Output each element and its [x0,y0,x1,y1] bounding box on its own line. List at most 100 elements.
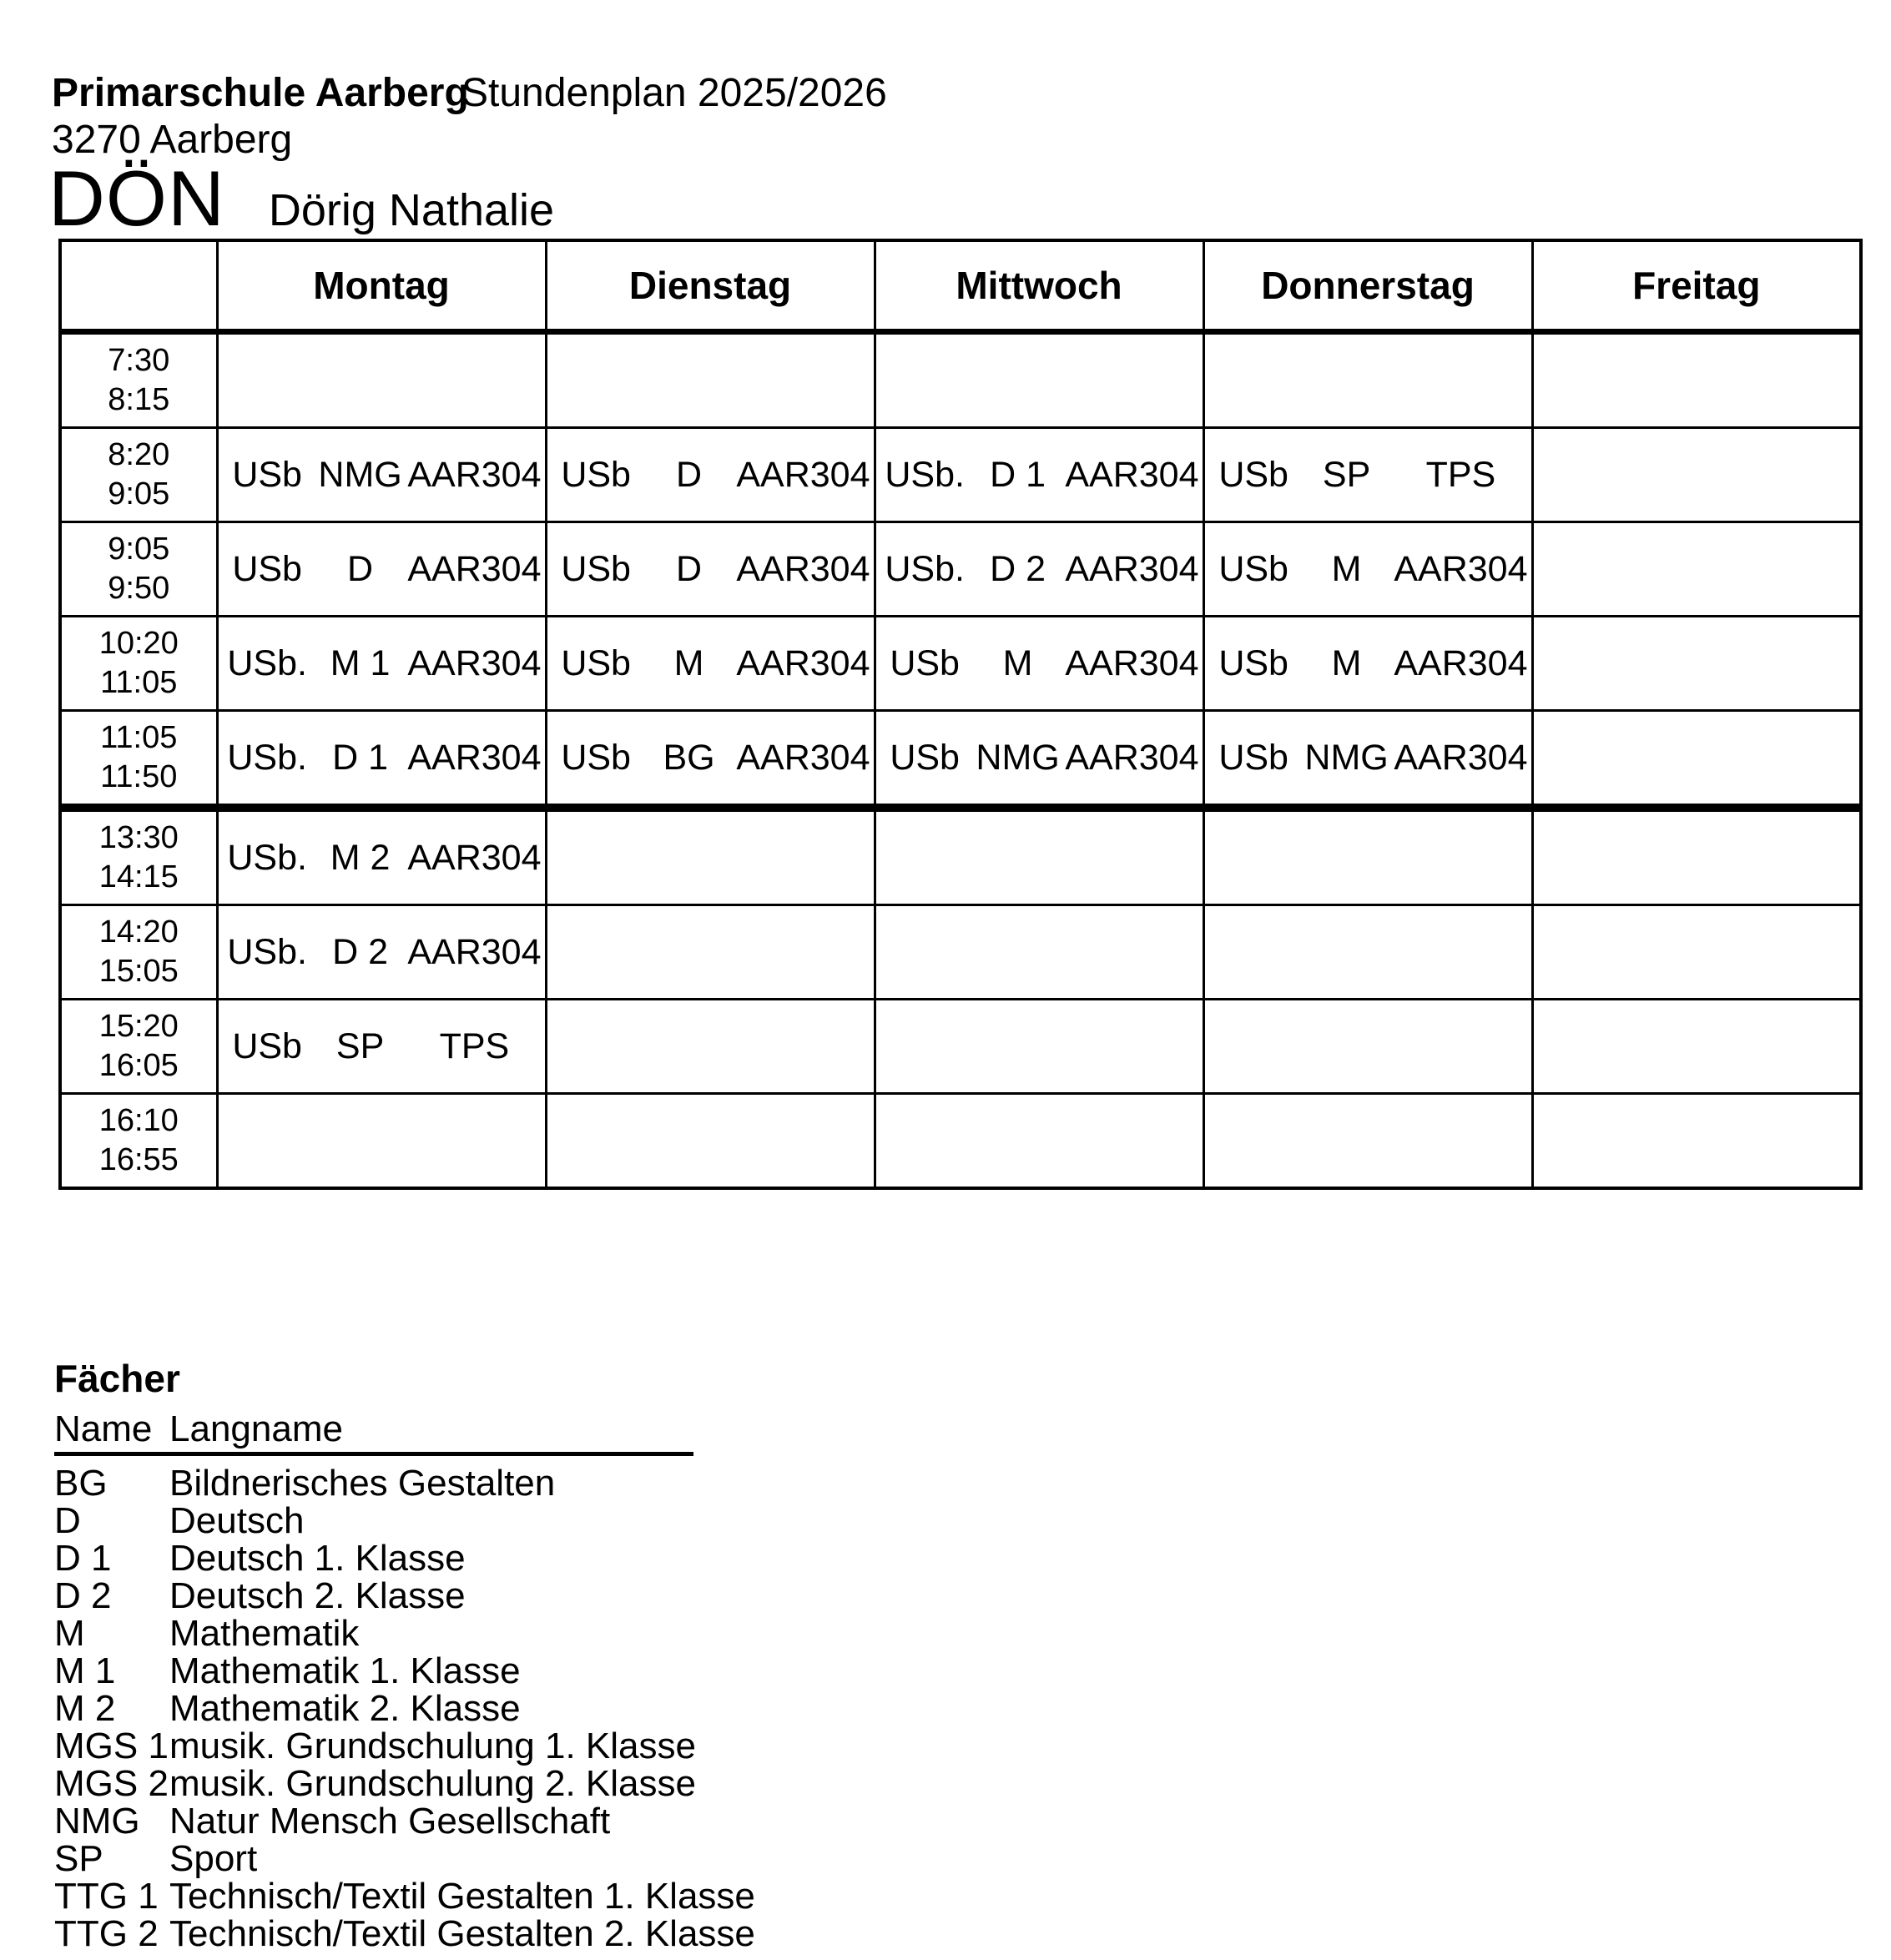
time-start: 7:30 [108,343,170,378]
lesson-room: TPS [439,1025,510,1066]
lesson-subject: SP [335,1025,385,1066]
lesson-cell-empty [215,330,547,429]
school-name: Primarschule Aarberg [52,71,469,115]
legend-item-name: M [54,1613,85,1654]
timetable-row: 8:20 9:05 USb NMG AAR304 USb D AAR304 [58,426,1863,523]
legend-title: Fächer [54,1357,180,1400]
lesson-cell-empty [1530,615,1863,712]
lesson-room: AAR304 [407,642,542,683]
lesson-cell-empty [215,1092,547,1190]
teacher-code: DÖN [48,154,225,242]
lesson-room: AAR304 [736,548,870,589]
lesson-cell-empty [1202,1092,1534,1190]
lesson-subject: SP [1322,454,1371,495]
lesson-cell: USb. D 2 AAR304 [873,521,1205,617]
lesson-cell: USb D AAR304 [215,521,547,617]
lesson-entry: USb. D 2 AAR304 [219,931,543,973]
lesson-cell-empty [1202,804,1534,906]
legend-col-longname: Langname [169,1408,343,1449]
lesson-room: AAR304 [407,837,542,878]
time-start: 15:20 [98,1009,179,1044]
lesson-cell-empty [1202,998,1534,1095]
time-slot: 11:05 11:50 [58,709,219,809]
lesson-cell: USb M AAR304 [873,615,1205,712]
lesson-class: USb [232,548,302,589]
lesson-cell-empty [1530,426,1863,523]
lesson-class: USb. [885,548,965,589]
time-end: 11:50 [100,759,178,794]
legend-item-longname: Natur Mensch Gesellschaft [169,1801,611,1842]
lesson-cell: USb BG AAR304 [544,709,876,809]
lesson-cell: USb D AAR304 [544,426,876,523]
lesson-cell: USb NMG AAR304 [1202,709,1534,809]
lesson-cell: USb SP TPS [215,998,547,1095]
legend-item-longname: Mathematik [169,1613,360,1654]
lesson-class: USb. [227,931,307,972]
lesson-class: USb. [227,737,307,778]
legend-item: TTG 2 Technisch/Textil Gestalten 2. Klas… [54,1915,755,1952]
lesson-cell: USb M AAR304 [544,615,876,712]
lesson-subject: M [1331,548,1362,589]
lesson-class: USb [561,454,631,495]
lesson-subject: NMG [976,737,1060,778]
lesson-room: AAR304 [1065,737,1199,778]
lesson-entry: USb D AAR304 [219,548,543,590]
lesson-room: AAR304 [1065,548,1199,589]
lesson-cell: USb. D 2 AAR304 [215,904,547,1000]
lesson-room: AAR304 [1065,642,1199,683]
time-start: 9:05 [108,532,170,567]
legend-item: M 1 Mathematik 1. Klasse [54,1652,755,1690]
lesson-entry: USb D AAR304 [548,548,872,590]
time-end: 11:05 [100,665,178,700]
lesson-cell-empty [873,330,1205,429]
lesson-cell-empty [544,1092,876,1190]
lesson-cell-empty [1202,904,1534,1000]
legend-item-longname: Deutsch [169,1500,305,1541]
lesson-subject: M [673,642,704,683]
lesson-entry: USb NMG AAR304 [1206,737,1530,778]
lesson-cell-empty [544,904,876,1000]
day-header-dienstag: Dienstag [544,239,876,335]
lesson-room: AAR304 [1394,737,1528,778]
legend-item: D Deutsch [54,1502,755,1539]
legend-item-longname: musik. Grundschulung 1. Klasse [169,1726,696,1766]
lesson-subject: M [1331,642,1362,683]
legend-item: MGS 2 musik. Grundschulung 2. Klasse [54,1765,755,1802]
timetable-row-after-lunch: 13:30 14:15 USb. M 2 AAR304 [58,804,1863,906]
lesson-subject: D 2 [332,931,389,972]
lesson-cell-empty [1530,330,1863,429]
lesson-cell-empty [1530,1092,1863,1190]
timetable-row: 15:20 16:05 USb SP TPS [58,998,1863,1095]
legend-header-row: Name Langname [54,1410,693,1456]
corner-cell [58,239,219,335]
lesson-room: AAR304 [1394,642,1528,683]
lesson-subject: NMG [1304,737,1389,778]
lesson-cell-empty [873,904,1205,1000]
lesson-entry: USb. M 2 AAR304 [219,837,543,879]
lesson-room: AAR304 [736,454,870,495]
time-start: 11:05 [100,720,178,755]
time-start: 13:30 [98,820,179,855]
legend-item: M Mathematik [54,1615,755,1652]
lesson-subject: D 2 [990,548,1046,589]
lesson-subject: D [676,548,703,589]
lesson-class: USb. [227,837,307,878]
legend-item: TTG 1 Technisch/Textil Gestalten 1. Klas… [54,1877,755,1915]
lesson-cell-empty [544,998,876,1095]
lesson-cell-empty [1530,521,1863,617]
lesson-entry: USb. D 1 AAR304 [877,455,1201,496]
document-header: Primarschule Aarberg Stundenplan 2025/20… [52,70,887,164]
lesson-class: USb [890,737,960,778]
time-start: 10:20 [98,626,179,661]
lesson-class: USb [561,737,631,778]
legend-item-longname: Technisch/Textil Gestalten 2. Klasse [169,1913,755,1954]
teacher-name: Dörig Nathalie [268,185,555,235]
lesson-cell-empty [1202,330,1534,429]
legend-item-name: D 2 [54,1575,112,1616]
legend-item-name: D [54,1500,81,1541]
timetable-row: 9:05 9:50 USb D AAR304 USb D AAR304 [58,521,1863,617]
time-slot: 9:05 9:50 [58,521,219,617]
lesson-entry: USb M AAR304 [548,642,872,684]
time-slot: 10:20 11:05 [58,615,219,712]
